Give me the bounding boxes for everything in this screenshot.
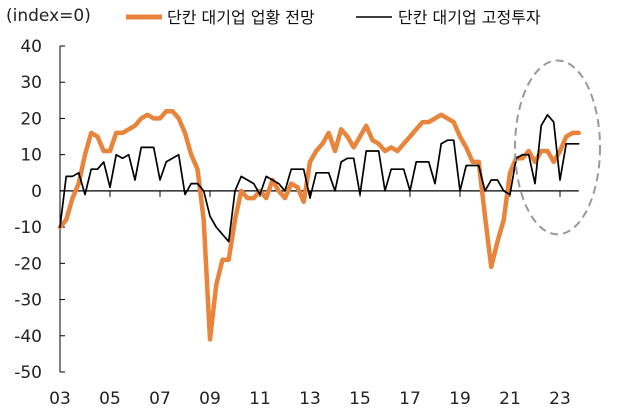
x-axis: 03 05 07 09 11 13 15 17 19 21 23 xyxy=(49,389,571,409)
y-tick-label: -40 xyxy=(14,327,42,347)
series-line-investment xyxy=(59,113,580,243)
zero-line xyxy=(59,190,579,197)
y-tick-label: 0 xyxy=(31,182,42,202)
x-tick-label: 15 xyxy=(349,389,371,409)
series-group xyxy=(57,108,581,342)
y-tick-label: -10 xyxy=(14,218,42,238)
y-tick-label: 40 xyxy=(20,37,42,57)
x-tick-label: 03 xyxy=(49,389,71,409)
y-tick-label: 30 xyxy=(20,73,42,93)
highlight-ellipse xyxy=(514,59,601,236)
legend: 단칸 대기업 업황 전망 단칸 대기업 고정투자 xyxy=(126,8,541,27)
series-line-outlook xyxy=(57,108,581,342)
y-tick-label: 20 xyxy=(20,109,42,129)
annotation xyxy=(514,59,601,236)
x-tick-label: 13 xyxy=(299,389,321,409)
y-axis: 40 30 20 10 0 -10 -20 -30 -40 -50 xyxy=(14,37,65,383)
x-tick-label: 07 xyxy=(149,389,171,409)
x-tick-label: 21 xyxy=(499,389,521,409)
x-tick-label: 05 xyxy=(99,389,121,409)
y-axis-unit-label: (index=0) xyxy=(6,6,91,26)
legend-label-outlook: 단칸 대기업 업황 전망 xyxy=(167,8,315,27)
y-tick-label: -20 xyxy=(14,254,42,274)
y-tick-label: -30 xyxy=(14,291,42,311)
y-tick-label: -50 xyxy=(14,363,42,383)
x-tick-label: 09 xyxy=(199,389,221,409)
x-tick-label: 19 xyxy=(449,389,471,409)
legend-label-investment: 단칸 대기업 고정투자 xyxy=(398,8,541,27)
x-tick-label: 17 xyxy=(399,389,421,409)
x-tick-label: 23 xyxy=(549,389,571,409)
y-tick-label: 10 xyxy=(20,146,42,166)
x-tick-label: 11 xyxy=(249,389,271,409)
